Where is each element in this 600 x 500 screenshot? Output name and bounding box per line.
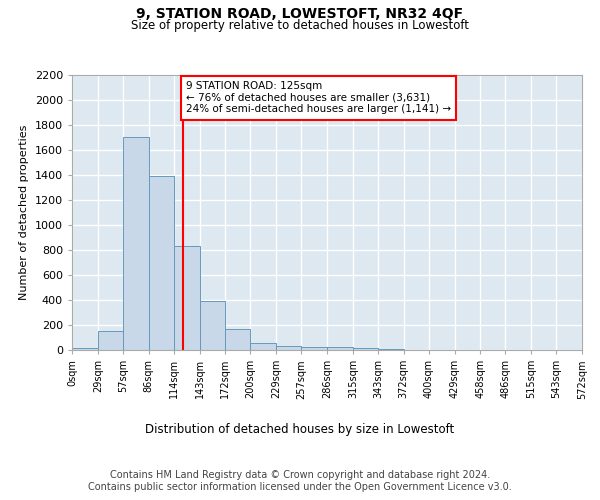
Y-axis label: Number of detached properties: Number of detached properties <box>19 125 29 300</box>
Bar <box>199 301 226 350</box>
Bar <box>250 342 276 350</box>
Bar <box>149 176 173 350</box>
Bar <box>72 348 98 350</box>
Text: Size of property relative to detached houses in Lowestoft: Size of property relative to detached ho… <box>131 19 469 32</box>
Text: 9 STATION ROAD: 125sqm
← 76% of detached houses are smaller (3,631)
24% of semi-: 9 STATION ROAD: 125sqm ← 76% of detached… <box>186 81 451 114</box>
Bar <box>353 348 378 350</box>
Bar <box>123 138 149 350</box>
Bar <box>98 330 123 350</box>
Text: Distribution of detached houses by size in Lowestoft: Distribution of detached houses by size … <box>145 422 455 436</box>
Bar <box>276 346 301 350</box>
Bar <box>173 246 199 350</box>
Bar <box>327 347 353 350</box>
Bar <box>226 330 250 350</box>
Text: Contains HM Land Registry data © Crown copyright and database right 2024.
Contai: Contains HM Land Registry data © Crown c… <box>88 470 512 492</box>
Bar <box>301 347 327 350</box>
Text: 9, STATION ROAD, LOWESTOFT, NR32 4QF: 9, STATION ROAD, LOWESTOFT, NR32 4QF <box>136 8 464 22</box>
